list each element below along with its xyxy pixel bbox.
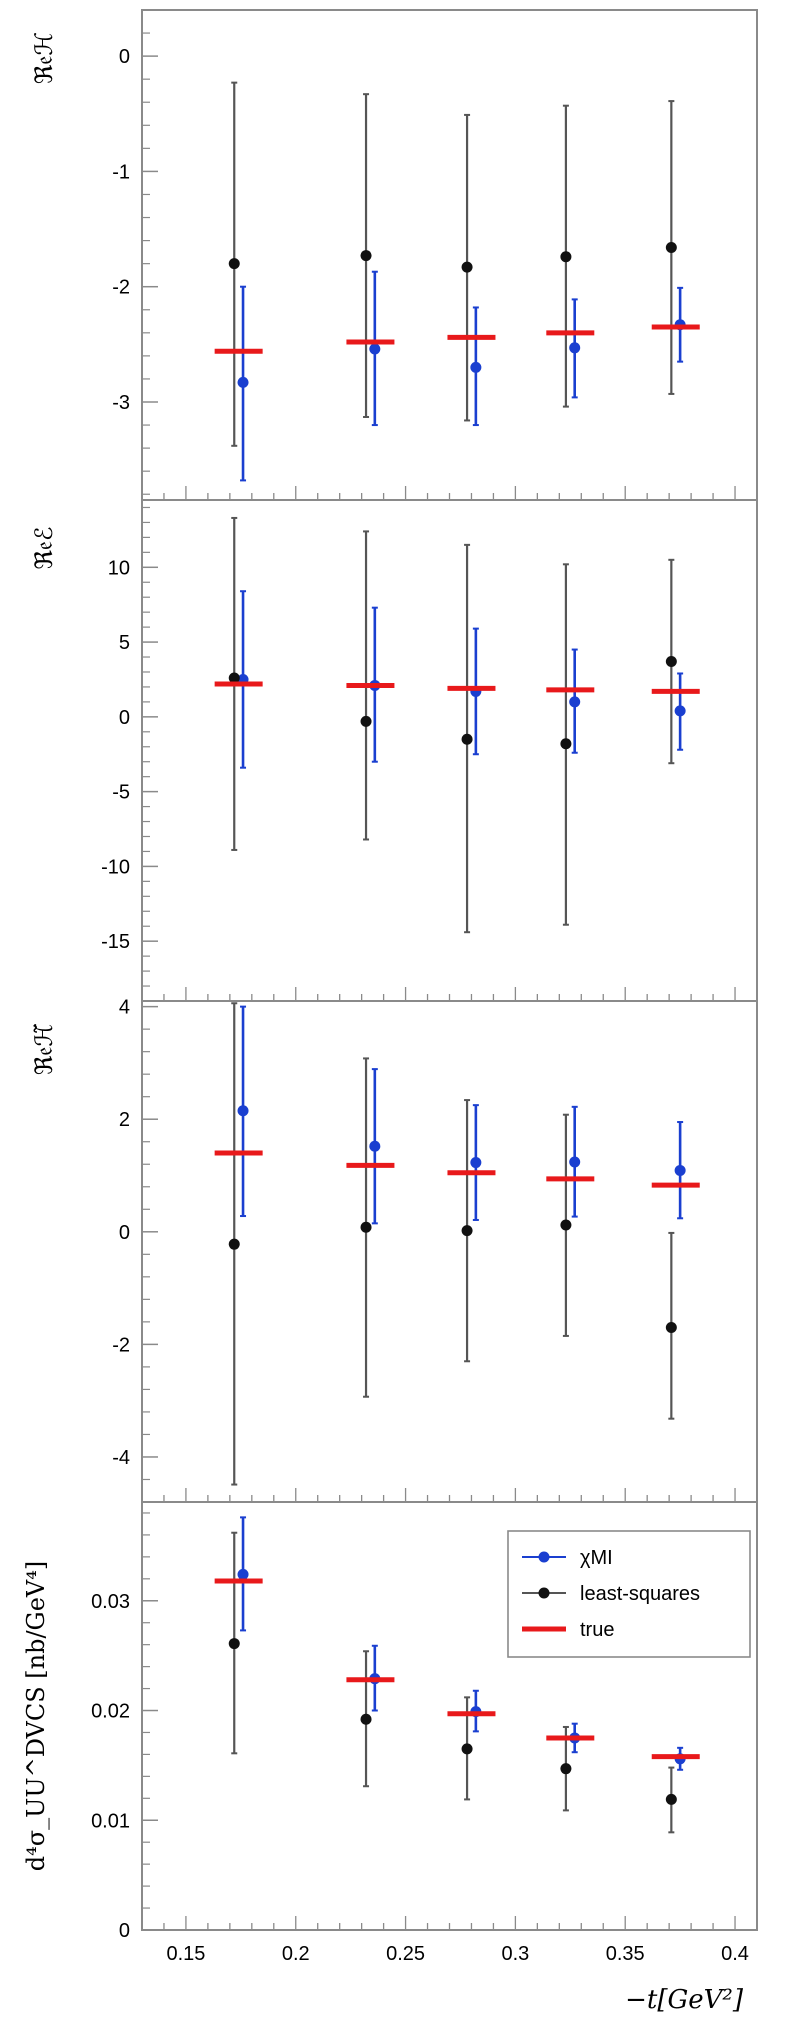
series-true (214, 681, 700, 694)
series-true (214, 1578, 700, 1760)
y-tick-label: 5 (119, 632, 130, 654)
series-least-squares (228, 516, 677, 934)
data-point (461, 1743, 473, 1755)
data-point (237, 376, 249, 388)
series-mi (237, 590, 686, 769)
y-tick-label: 10 (108, 557, 130, 579)
data-point (360, 715, 372, 727)
y-tick-label: -15 (101, 931, 130, 953)
y-tick-label: 4 (119, 997, 130, 1019)
data-point (560, 738, 572, 750)
data-point (470, 361, 482, 373)
x-tick-label: 0.4 (721, 1943, 749, 1965)
y-axis-title: ℜ𝔢ℋ̃ (30, 1023, 58, 1075)
x-tick-label: 0.35 (606, 1943, 645, 1965)
y-tick-label: 0 (119, 1920, 130, 1942)
data-point (369, 343, 381, 355)
legend-label: χMI (580, 1547, 613, 1569)
panels: 0 -1 -2 -3 ℜ𝔢ℋ 10 5 0 -5 -10 -15 ℜ𝔢ℰ 4 2 0 -2 -4 ℜ𝔢ℋ̃ 0.03… (22, 9, 758, 1965)
x-tick-label: 0.25 (386, 1943, 425, 1965)
data-point (569, 696, 581, 708)
data-point (665, 1321, 677, 1333)
data-point (369, 1140, 381, 1152)
legend-entry: χMI (522, 1547, 613, 1569)
data-point (674, 705, 686, 717)
x-tick-label: 0.3 (501, 1943, 529, 1965)
legend-label: true (580, 1619, 614, 1641)
x-axis-title: −t[GeV²] (625, 1985, 744, 2015)
data-point (470, 1157, 482, 1169)
legend-entry: least-squares (522, 1583, 700, 1605)
data-point (461, 733, 473, 745)
data-point (665, 656, 677, 668)
x-tick-label: 0.2 (282, 1943, 310, 1965)
y-tick-label: 0.03 (91, 1591, 130, 1613)
y-tick-label: -2 (112, 277, 130, 299)
data-point (360, 250, 372, 262)
x-tick-label: 0.15 (166, 1943, 205, 1965)
y-tick-label: 0 (119, 46, 130, 68)
data-point (560, 251, 572, 263)
data-point (560, 1763, 572, 1775)
data-point (228, 672, 240, 684)
data-point (560, 1219, 572, 1231)
data-point (360, 1221, 372, 1233)
series-mi (237, 270, 686, 482)
data-point (665, 242, 677, 254)
data-point (674, 1164, 686, 1176)
data-point (569, 1156, 581, 1168)
data-point (461, 261, 473, 273)
data-point (228, 1638, 240, 1650)
y-tick-label: -4 (112, 1447, 130, 1469)
y-axis-title: d⁴σ_UU^DVCS [nb/GeV⁴] (22, 1561, 50, 1871)
data-point (360, 1713, 372, 1725)
panel-3: 4 2 0 -2 -4 ℜ𝔢ℋ̃ (30, 997, 758, 1503)
series-true (214, 1150, 700, 1188)
data-point (237, 1105, 249, 1117)
y-tick-label: 2 (119, 1109, 130, 1131)
data-point (228, 1238, 240, 1250)
data-point (237, 1568, 249, 1580)
data-point (665, 1793, 677, 1805)
y-tick-label: -1 (112, 161, 130, 183)
legend-entry: true (522, 1619, 614, 1641)
y-tick-label: -3 (112, 392, 130, 414)
series-mi (237, 1005, 686, 1225)
y-tick-label: 0.01 (91, 1810, 130, 1832)
legend: χMI least-squares true (507, 1530, 751, 1658)
y-axis-title: ℜ𝔢ℋ (30, 32, 58, 84)
panel-2: 10 5 0 -5 -10 -15 ℜ𝔢ℰ (30, 499, 758, 1002)
y-tick-label: 0 (119, 707, 130, 729)
series-least-squares (228, 81, 677, 447)
y-tick-label: -2 (112, 1334, 130, 1356)
y-tick-label: -5 (112, 782, 130, 804)
y-axis-title: ℜ𝔢ℰ (30, 526, 58, 569)
panel-4: 0.03 0.02 0.01 0 d⁴σ_UU^DVCS [nb/GeV⁴] (22, 1501, 758, 1942)
data-point (228, 258, 240, 270)
data-point (461, 1225, 473, 1237)
y-tick-label: 0 (119, 1222, 130, 1244)
legend-swatch-dot (538, 1551, 550, 1563)
panel-1: 0 -1 -2 -3 ℜ𝔢ℋ (30, 9, 758, 501)
series-true (214, 324, 700, 354)
data-point (569, 342, 581, 354)
y-tick-label: -10 (101, 856, 130, 878)
series-least-squares (228, 1531, 677, 1834)
legend-label: least-squares (580, 1583, 700, 1605)
y-tick-label: 0.02 (91, 1701, 130, 1723)
legend-swatch-dot (538, 1587, 550, 1599)
series-least-squares (228, 1002, 677, 1486)
